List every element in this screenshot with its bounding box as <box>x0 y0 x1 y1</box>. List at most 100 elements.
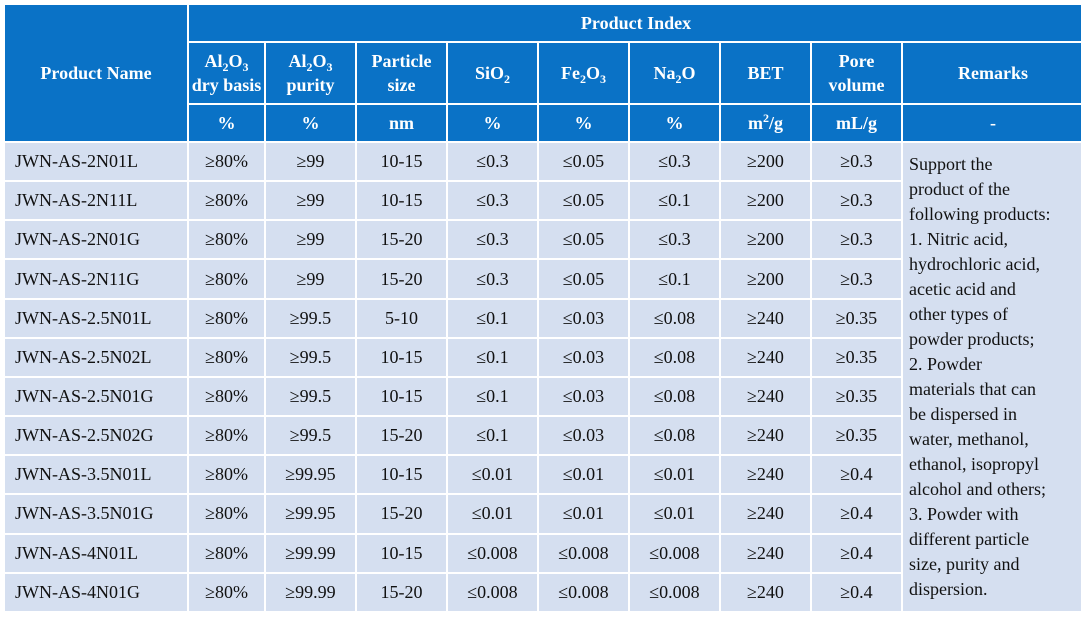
spec-value-cell: ≤0.3 <box>630 143 719 181</box>
header-text: nm <box>388 113 414 133</box>
spec-value-cell: ≥240 <box>721 573 810 611</box>
spec-value-cell: ≥80% <box>189 377 264 416</box>
column-unit: % <box>448 105 537 141</box>
spec-value-cell: ≤0.1 <box>448 338 537 376</box>
column-header: Al2O3 dry basis <box>189 43 264 103</box>
spec-value-cell: ≥200 <box>721 260 810 298</box>
remarks-line: 2. Powder <box>909 354 982 374</box>
spec-value-cell: ≥240 <box>721 377 810 416</box>
spec-value-cell: ≤0.03 <box>539 299 628 337</box>
remarks-line: hydrochloric acid, <box>909 254 1040 274</box>
spec-value-cell: ≤0.008 <box>630 573 719 611</box>
header-text: O <box>312 51 327 71</box>
column-unit: % <box>630 105 719 141</box>
table-row: JWN-AS-2N11L ≥80% ≥99 10-15 ≤0.3 ≤0.05 ≤0.1 ≥20… <box>5 182 1081 220</box>
spec-value-cell: ≥0.4 <box>812 456 901 494</box>
table-row: JWN-AS-2.5N02G ≥80% ≥99.5 15-20 ≤0.1 ≤0.03 ≤0.… <box>5 417 1081 455</box>
table-row: JWN-AS-2.5N01L ≥80% ≥99.5 5-10 ≤0.1 ≤0.03 ≤0.0… <box>5 299 1081 337</box>
table-row: JWN-AS-2N11G ≥80% ≥99 15-20 ≤0.3 ≤0.05 ≤0.1 ≥20… <box>5 260 1081 298</box>
spec-value-cell: ≥200 <box>721 221 810 259</box>
remarks-line: 3. Powder with <box>909 504 1019 524</box>
spec-value-cell: ≤0.008 <box>539 573 628 611</box>
column-header-line1: BET <box>722 61 809 85</box>
spec-value-cell: ≥99.5 <box>266 338 355 376</box>
header-text: Na <box>653 63 676 83</box>
spec-value-cell: ≥240 <box>721 338 810 376</box>
spec-value-cell: ≥240 <box>721 534 810 572</box>
spec-value-cell: ≤0.03 <box>539 417 628 455</box>
product-name-cell: JWN-AS-4N01L <box>5 534 187 572</box>
spec-value-cell: ≥0.4 <box>812 573 901 611</box>
spec-value-cell: ≥80% <box>189 260 264 298</box>
column-header: Al2O3 purity <box>266 43 355 103</box>
subscript: 2 <box>222 60 229 74</box>
spec-value-cell: ≤0.05 <box>539 260 628 298</box>
spec-value-cell: ≥80% <box>189 573 264 611</box>
remarks-line: materials that can <box>909 379 1036 399</box>
spec-value-cell: ≥99.5 <box>266 417 355 455</box>
header-text: % <box>665 113 684 133</box>
remarks-line: water, methanol, <box>909 429 1029 449</box>
spec-value-cell: ≥240 <box>721 495 810 533</box>
product-name-header-label: Product Name <box>40 63 152 83</box>
column-unit: nm <box>357 105 446 141</box>
spec-value-cell: 15-20 <box>357 221 446 259</box>
table-header: Product Name Product Index Al2O3 dry basi… <box>5 5 1081 141</box>
spec-value-cell: 10-15 <box>357 182 446 220</box>
product-name-cell: JWN-AS-2N11L <box>5 182 187 220</box>
spec-value-cell: ≤0.1 <box>630 260 719 298</box>
table-row: JWN-AS-2N01L ≥80% ≥99 10-15 ≤0.3 ≤0.05 ≤0.3 ≥20… <box>5 143 1081 611</box>
remarks-line: other types of <box>909 304 1008 324</box>
product-name-cell: JWN-AS-2N01L <box>5 143 187 181</box>
remarks-line: alcohol and others; <box>909 479 1046 499</box>
column-unit: % <box>189 105 264 141</box>
spec-value-cell: ≥200 <box>721 143 810 181</box>
remarks-line: different particle <box>909 529 1030 549</box>
table-row: JWN-AS-4N01G ≥80% ≥99.99 15-20 ≤0.008 ≤0.008 ≤… <box>5 573 1081 611</box>
remarks-line: size, purity and <box>909 554 1020 574</box>
spec-value-cell: ≥80% <box>189 338 264 376</box>
spec-value-cell: ≤0.3 <box>448 221 537 259</box>
remarks-line: be dispersed in <box>909 404 1017 424</box>
spec-value-cell: ≤0.08 <box>630 338 719 376</box>
table-row: JWN-AS-3.5N01G ≥80% ≥99.95 15-20 ≤0.01 ≤0.01 ≤… <box>5 495 1081 533</box>
product-name-cell: JWN-AS-3.5N01L <box>5 456 187 494</box>
column-header-line1: Al2O3 <box>190 49 263 73</box>
spec-value-cell: ≤0.05 <box>539 182 628 220</box>
subscript: 2 <box>579 72 586 86</box>
spec-value-cell: ≤0.01 <box>448 456 537 494</box>
product-index-header: Product Index <box>189 5 1081 41</box>
spec-value-cell: ≤0.01 <box>630 495 719 533</box>
spec-value-cell: ≤0.1 <box>448 299 537 337</box>
spec-value-cell: 15-20 <box>357 495 446 533</box>
spec-value-cell: ≤0.008 <box>448 534 537 572</box>
spec-value-cell: ≤0.08 <box>630 377 719 416</box>
superscript: 2 <box>762 111 769 125</box>
column-header-line1: SiO2 <box>449 61 536 85</box>
spec-value-cell: ≤0.05 <box>539 221 628 259</box>
spec-value-cell: ≥0.3 <box>812 182 901 220</box>
column-unit: m2/g <box>721 105 810 141</box>
spec-value-cell: ≥0.4 <box>812 495 901 533</box>
table-row: JWN-AS-2.5N02L ≥80% ≥99.5 10-15 ≤0.1 ≤0.03 ≤0.… <box>5 338 1081 376</box>
spec-value-cell: ≥0.3 <box>812 260 901 298</box>
column-header-line1: Pore <box>813 49 900 73</box>
spec-value-cell: ≤0.1 <box>448 417 537 455</box>
spec-value-cell: ≥99.95 <box>266 495 355 533</box>
subscript: 2 <box>504 72 510 86</box>
spec-value-cell: 5-10 <box>357 299 446 337</box>
table-row: JWN-AS-2.5N01G ≥80% ≥99.5 10-15 ≤0.1 ≤0.03 ≤0.… <box>5 377 1081 416</box>
spec-value-cell: 10-15 <box>357 456 446 494</box>
product-name-cell: JWN-AS-2N01G <box>5 221 187 259</box>
spec-value-cell: ≥80% <box>189 143 264 181</box>
column-header: Particle size <box>357 43 446 103</box>
column-header-line2: size <box>387 75 416 95</box>
spec-value-cell: ≥80% <box>189 456 264 494</box>
column-header-line2: volume <box>828 75 885 95</box>
column-header: SiO2 <box>448 43 537 103</box>
header-text: BET <box>747 63 784 83</box>
remarks-line: dispersion. <box>909 579 988 599</box>
spec-value-cell: ≤0.008 <box>630 534 719 572</box>
header-text: Al <box>204 51 223 71</box>
spec-value-cell: ≥0.35 <box>812 338 901 376</box>
